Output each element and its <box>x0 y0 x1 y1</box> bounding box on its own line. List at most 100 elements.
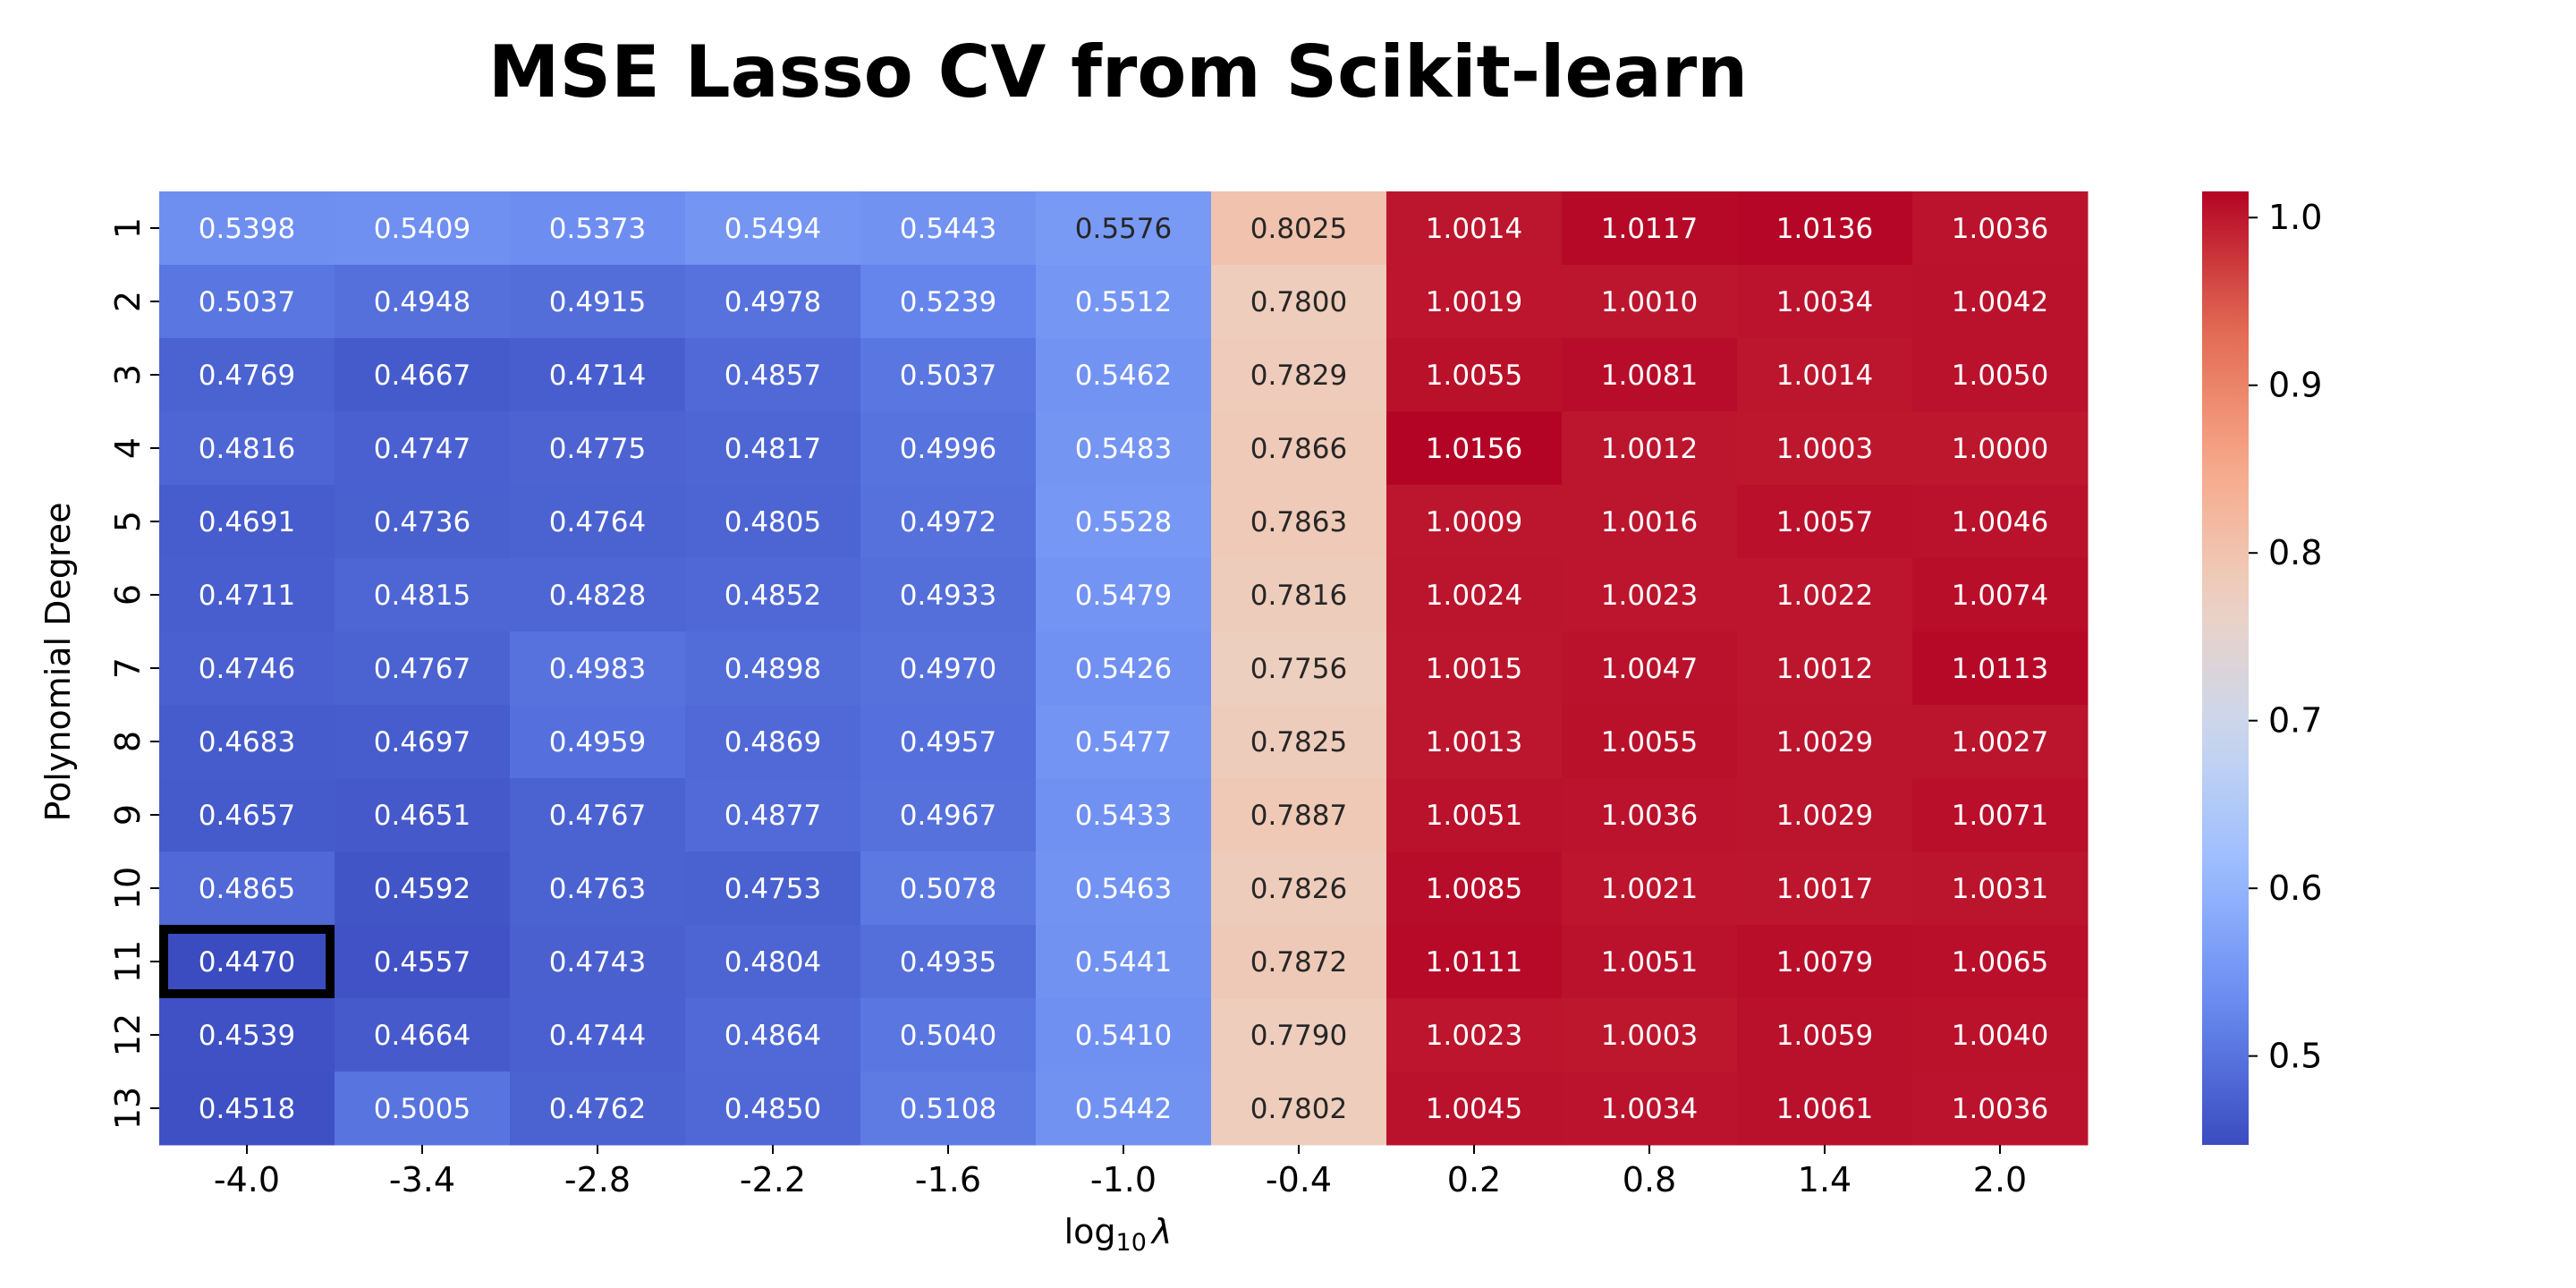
cell-value-label: 0.4972 <box>900 506 996 538</box>
cell-value-label: 0.7826 <box>1250 873 1347 905</box>
heatmap-cell <box>159 778 335 852</box>
heatmap-cell <box>510 338 686 412</box>
heatmap-cell <box>1386 411 1563 486</box>
cell-value-label: 1.0051 <box>1426 800 1522 832</box>
cell-value-label: 1.0111 <box>1426 946 1522 979</box>
cell-value-label: 1.0016 <box>1601 506 1698 538</box>
heatmap-cell <box>159 852 335 926</box>
cell-value-label: 0.5576 <box>1075 213 1172 245</box>
cell-value-label: 0.4805 <box>724 506 821 538</box>
cell-value-label: 0.4816 <box>199 433 295 465</box>
highlight-layer <box>159 925 335 998</box>
heatmap-cell <box>1211 778 1387 852</box>
cell-value-label: 0.5409 <box>374 213 470 245</box>
y-tick-label: 9 <box>108 804 148 826</box>
cell-value-label: 0.4747 <box>374 433 470 465</box>
cell-value-label: 0.7825 <box>1250 726 1347 758</box>
heatmap-cell <box>1737 1072 1913 1146</box>
cell-value-label: 1.0027 <box>1952 726 2048 758</box>
heatmap-cell <box>1211 558 1387 632</box>
heatmap-cell <box>1036 925 1212 999</box>
heatmap-cell <box>1737 852 1913 926</box>
heatmap-cell <box>860 558 1037 632</box>
heatmap-cell <box>1036 338 1212 412</box>
heatmap-cell <box>1211 631 1387 706</box>
cell-value-label: 0.5410 <box>1075 1020 1172 1052</box>
y-tick-label: 12 <box>108 1013 148 1056</box>
cell-value-label: 1.0013 <box>1426 726 1522 758</box>
cell-value-label: 1.0117 <box>1601 213 1698 245</box>
heatmap-cell <box>1386 852 1563 926</box>
cell-value-label: 0.4915 <box>549 286 646 318</box>
cell-value-label: 0.5477 <box>1075 726 1172 758</box>
cell-value-label: 1.0059 <box>1776 1020 1873 1052</box>
cell-value-label: 0.7872 <box>1250 946 1347 979</box>
heatmap-cell <box>335 998 511 1072</box>
cell-value-label: 1.0014 <box>1426 213 1522 245</box>
cell-value-label: 0.4664 <box>374 1020 470 1052</box>
heatmap-cell <box>1912 998 2089 1072</box>
cell-value-label: 0.4850 <box>724 1093 821 1125</box>
heatmap-cell <box>860 265 1037 339</box>
y-axis-label: Polynomial Degree <box>38 503 78 822</box>
cell-value-label: 1.0029 <box>1776 726 1873 758</box>
heatmap-cell <box>1036 191 1212 266</box>
heatmap-cell <box>860 705 1037 779</box>
cell-value-label: 0.4970 <box>900 653 996 685</box>
heatmap-cell <box>1036 265 1212 339</box>
heatmap-cell <box>1562 778 1738 852</box>
cell-value-label: 1.0036 <box>1952 213 2048 245</box>
highlight-box <box>159 925 335 998</box>
cell-value-label: 0.4865 <box>199 873 295 905</box>
heatmap-cell <box>1912 925 2089 999</box>
y-tick-label: 10 <box>108 867 148 910</box>
cell-value-label: 0.4857 <box>724 360 821 392</box>
heatmap-cell <box>1737 338 1913 412</box>
heatmap-cell <box>510 705 686 779</box>
y-tick-label: 1 <box>108 217 148 239</box>
heatmap-cell <box>1912 265 2089 339</box>
heatmap-cell <box>1562 485 1738 559</box>
heatmap-cell <box>1211 852 1387 926</box>
cell-value-label: 1.0081 <box>1601 360 1698 392</box>
cell-value-label: 1.0065 <box>1952 946 2048 979</box>
cell-value-label: 0.5108 <box>900 1093 996 1125</box>
heatmap-cell <box>1211 338 1387 412</box>
heatmap-cell <box>685 631 861 706</box>
cell-value-label: 0.4657 <box>199 800 295 832</box>
x-tick-label: -2.8 <box>564 1160 631 1199</box>
heatmap-cell <box>1912 631 2089 706</box>
cell-value-label: 1.0113 <box>1952 653 2048 685</box>
cell-value-label: 0.4769 <box>199 360 295 392</box>
heatmap-cell <box>685 778 861 852</box>
heatmap-cell <box>1036 778 1212 852</box>
cell-value-label: 0.7866 <box>1250 433 1347 465</box>
heatmap-cell <box>1562 852 1738 926</box>
y-tick-label: 6 <box>108 584 148 606</box>
x-axis-label-subscript: 10 <box>1116 1229 1147 1257</box>
heatmap-cell <box>1386 631 1563 706</box>
heatmap-cell <box>1737 778 1913 852</box>
cell-value-label: 0.4557 <box>374 946 470 979</box>
cell-value-label: 0.4736 <box>374 506 470 538</box>
cell-value-label: 0.4967 <box>900 800 996 832</box>
heatmap-cell <box>860 778 1037 852</box>
cell-value-label: 1.0040 <box>1952 1020 2048 1052</box>
cell-value-label: 0.5078 <box>900 873 996 905</box>
x-tick-label: -4.0 <box>214 1160 280 1199</box>
cell-value-label: 1.0071 <box>1952 800 2048 832</box>
y-tick-label: 4 <box>108 437 148 459</box>
cell-value-label: 0.4651 <box>374 800 470 832</box>
heatmap-cell <box>860 925 1037 999</box>
x-tick-label: -1.0 <box>1090 1160 1157 1199</box>
heatmap-cell <box>860 191 1037 266</box>
heatmap-cell <box>1036 852 1212 926</box>
cell-value-label: 0.7800 <box>1250 286 1347 318</box>
cell-value-label: 0.5373 <box>549 213 646 245</box>
heatmap-cells <box>159 191 2089 1146</box>
heatmap-cell <box>1562 411 1738 486</box>
cell-value-label: 0.5239 <box>900 286 996 318</box>
colorbar-tick-label: 1.0 <box>2268 198 2322 237</box>
cell-value-label: 0.4804 <box>724 946 821 979</box>
